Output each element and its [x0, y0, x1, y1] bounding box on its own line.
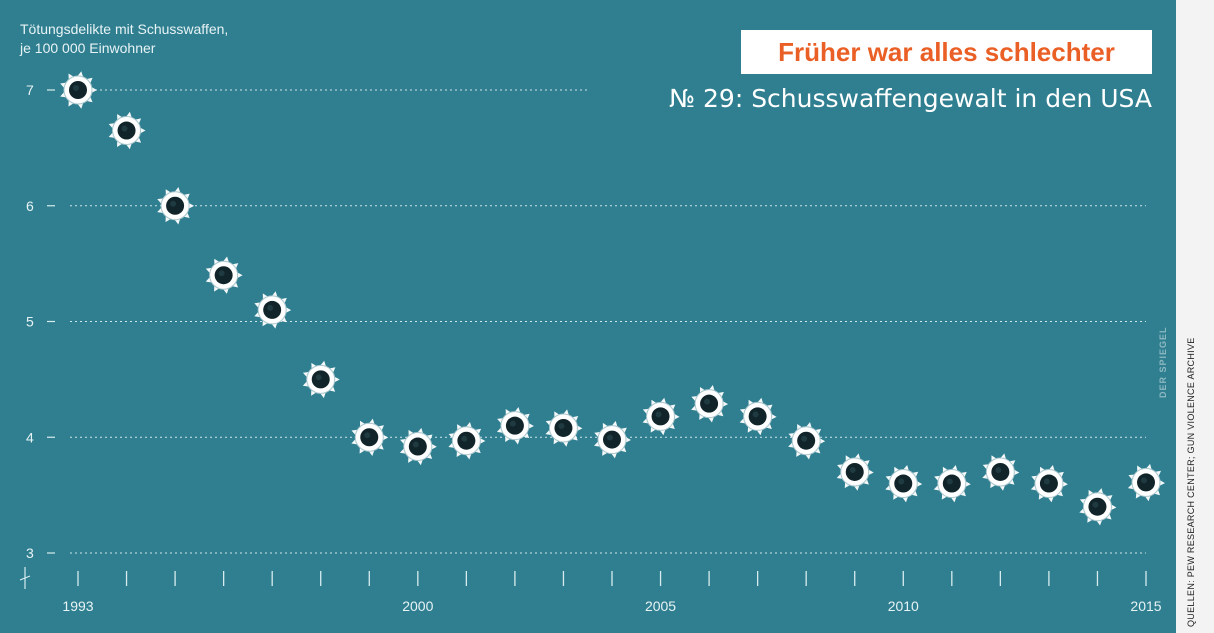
x-tick-label: 1993	[62, 598, 93, 614]
data-point-bullet-hole-icon	[254, 291, 292, 329]
scatter-chart: 3 4 5 6 7 1993 2000 2005 2010 2015	[19, 71, 1165, 614]
data-point-bullet-hole-icon	[545, 409, 583, 447]
data-point-bullet-hole-icon	[1030, 464, 1068, 503]
y-axis-label-line1: Tötungsdelikte mit Schusswaffen,	[20, 21, 229, 37]
source-strip	[1176, 0, 1214, 633]
data-point-bullet-hole-icon	[594, 420, 631, 459]
x-tick-label: 2000	[402, 598, 433, 614]
y-axis-label-line2: je 100 000 Einwohner	[20, 40, 156, 56]
data-point-bullet-hole-icon	[108, 111, 146, 150]
data-point-bullet-hole-icon	[1127, 463, 1165, 502]
y-tick-label: 5	[26, 314, 34, 330]
title-badge: Früher war alles schlechter	[741, 30, 1152, 74]
data-point-bullet-hole-icon	[399, 427, 437, 466]
axis-break-mark	[19, 567, 31, 589]
data-point-bullet-hole-icon	[739, 397, 777, 436]
data-point-bullet-hole-icon	[496, 407, 534, 445]
source-note: QUELLEN: PEW RESEARCH CENTER; GUN VIOLEN…	[1186, 337, 1196, 627]
y-tick-label: 4	[26, 429, 34, 445]
y-tick-label: 3	[26, 545, 34, 561]
y-tick-label: 7	[26, 82, 34, 98]
x-tick-label: 2015	[1130, 598, 1161, 614]
publisher-watermark: DER SPIEGEL	[1158, 326, 1168, 398]
data-point-bullet-hole-icon	[302, 360, 340, 399]
y-axis-label: Tötungsdelikte mit Schusswaffen, je 100 …	[20, 20, 228, 58]
data-point-bullet-hole-icon	[982, 453, 1020, 491]
data-point-bullet-hole-icon	[1079, 488, 1117, 526]
data-point-bullet-hole-icon	[691, 385, 729, 423]
data-point-bullet-hole-icon	[836, 453, 874, 491]
chart-panel: 3 4 5 6 7 1993 2000 2005 2010 2015 Tötungsdelikte…	[0, 0, 1176, 633]
x-tick-label: 2010	[888, 598, 919, 614]
data-point-bullet-hole-icon	[60, 71, 97, 109]
data-point-bullet-hole-icon	[642, 397, 680, 436]
data-point-bullet-hole-icon	[205, 256, 243, 294]
data-point-bullet-hole-icon	[448, 422, 486, 460]
data-point-bullet-hole-icon	[933, 464, 971, 503]
data-point-bullet-hole-icon	[351, 418, 389, 456]
data-point-bullet-hole-icon	[885, 464, 923, 503]
data-point-bullet-hole-icon	[788, 422, 826, 460]
chart-subtitle: № 29: Schusswaffengewalt in den USA	[669, 84, 1152, 113]
y-tick-label: 6	[26, 198, 34, 214]
x-tick-label: 2005	[645, 598, 676, 614]
data-point-bullet-hole-icon	[157, 187, 195, 225]
